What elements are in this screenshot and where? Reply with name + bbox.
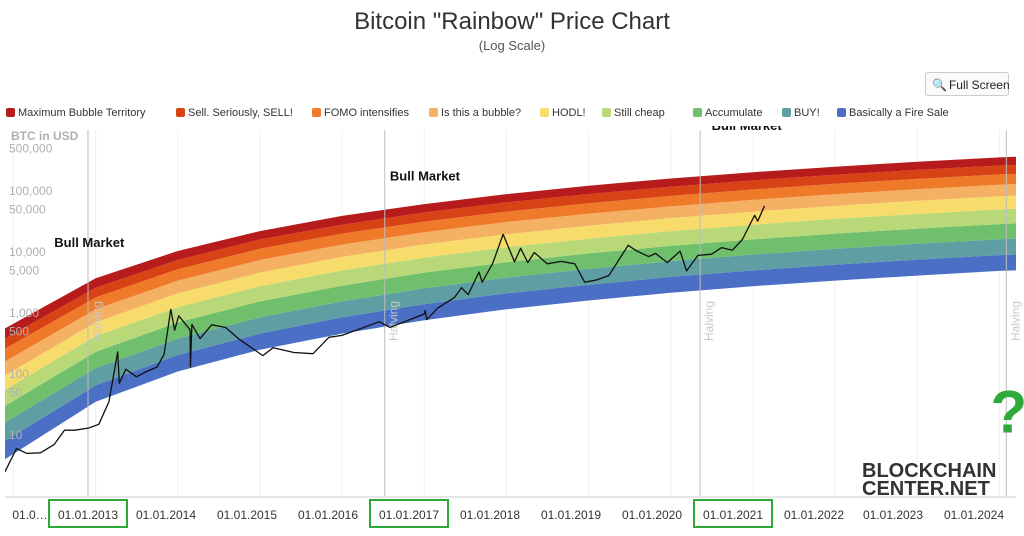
legend-swatch	[312, 108, 321, 117]
rainbow-band	[5, 156, 1016, 339]
x-tick-label: 01.0…	[12, 508, 47, 522]
legend-label: Maximum Bubble Territory	[18, 107, 146, 119]
x-tick-label: 01.01.2017	[379, 508, 439, 522]
y-tick-label: 50	[9, 385, 23, 399]
chart-legend: Maximum Bubble Territory Sell. Seriously,…	[6, 104, 1018, 122]
rainbow-price-chart: Halving Halving Halving Halving 500,000 100,0…	[5, 126, 1024, 528]
legend-item[interactable]: Is this a bubble?	[429, 104, 521, 122]
legend-label: Basically a Fire Sale	[849, 107, 949, 119]
legend-label: BUY!	[794, 107, 820, 119]
rainbow-band	[5, 164, 1016, 349]
x-tick-label: 01.01.2024	[944, 508, 1004, 522]
legend-label: FOMO intensifies	[324, 107, 409, 119]
rainbow-band	[5, 184, 1016, 376]
y-tick-label: 500,000	[9, 141, 53, 155]
legend-item[interactable]: Still cheap	[602, 104, 665, 122]
x-tick-label: 01.01.2014	[136, 508, 196, 522]
halving-label: Halving	[90, 301, 104, 341]
legend-item[interactable]: Accumulate	[693, 104, 762, 122]
rainbow-band	[5, 254, 1016, 460]
x-tick-label: 01.01.2020	[622, 508, 682, 522]
halving-label: Halving	[702, 301, 716, 341]
rainbow-band	[5, 195, 1016, 390]
question-mark-annotation: ?	[991, 379, 1024, 446]
x-tick-label: 01.01.2016	[298, 508, 358, 522]
fullscreen-button[interactable]: 🔍 Full Screen	[925, 72, 1010, 96]
chart-subtitle: (Log Scale)	[478, 38, 546, 53]
x-tick-label: 01.01.2015	[217, 508, 277, 522]
bull-market-annotation: Bull Market	[390, 168, 461, 183]
legend-item[interactable]: Sell. Seriously, SELL!	[176, 104, 293, 122]
magnifier-icon: 🔍	[932, 78, 947, 92]
legend-swatch	[429, 108, 438, 117]
bull-market-annotation: Bull Market	[54, 235, 125, 250]
legend-label: HODL!	[552, 107, 586, 119]
x-tick-highlight-box	[369, 499, 449, 528]
halving-label: Halving	[1008, 301, 1022, 341]
legend-swatch	[693, 108, 702, 117]
legend-swatch	[837, 108, 846, 117]
y-tick-label: 50,000	[9, 202, 46, 216]
x-tick-label: 01.01.2013	[58, 508, 118, 522]
y-tick-label: 1,000	[9, 306, 39, 320]
bull-market-annotation: Bull Market	[712, 126, 783, 133]
y-axis-title: BTC in USD	[11, 129, 79, 143]
x-tick-label: 01.01.2023	[863, 508, 923, 522]
y-tick-label: 10	[9, 428, 23, 442]
rainbow-bands	[5, 156, 1016, 460]
y-tick-label: 100	[9, 367, 29, 381]
legend-label: Accumulate	[705, 107, 763, 119]
chart-title: Bitcoin "Rainbow" Price Chart	[354, 8, 670, 35]
legend-item[interactable]: FOMO intensifies	[312, 104, 409, 122]
legend-swatch	[6, 108, 15, 117]
x-tick-label: 01.01.2019	[541, 508, 601, 522]
x-tick-highlight-box	[693, 499, 773, 528]
legend-swatch	[602, 108, 611, 117]
halving-label: Halving	[387, 301, 401, 341]
legend-item[interactable]: HODL!	[540, 104, 586, 122]
legend-item[interactable]: Maximum Bubble Territory	[6, 104, 146, 122]
y-tick-label: 10,000	[9, 245, 46, 259]
legend-label: Sell. Seriously, SELL!	[188, 107, 293, 119]
y-tick-label: 500	[9, 324, 29, 338]
x-tick-highlight-box	[48, 499, 128, 528]
watermark-line-2: CENTER.NET	[862, 478, 990, 500]
legend-swatch	[540, 108, 549, 117]
rainbow-band	[5, 208, 1016, 406]
x-tick-label: 01.01.2022	[784, 508, 844, 522]
legend-label: Is this a bubble?	[441, 107, 522, 119]
legend-swatch	[176, 108, 185, 117]
btc-price-line	[5, 205, 766, 472]
legend-item[interactable]: BUY!	[782, 104, 820, 122]
watermark-line-1: BLOCKCHAIN	[862, 460, 996, 482]
legend-label: Still cheap	[614, 107, 665, 119]
y-tick-label: 5,000	[9, 263, 39, 277]
rainbow-band	[5, 223, 1016, 423]
rainbow-band	[5, 238, 1016, 441]
x-tick-label: 01.01.2021	[703, 508, 763, 522]
fullscreen-label: Full Screen	[948, 78, 1010, 92]
y-tick-label: 100,000	[9, 184, 53, 198]
x-tick-label: 01.01.2018	[460, 508, 520, 522]
legend-item[interactable]: Basically a Fire Sale	[837, 104, 949, 122]
legend-swatch	[782, 108, 791, 117]
rainbow-band	[5, 173, 1016, 362]
